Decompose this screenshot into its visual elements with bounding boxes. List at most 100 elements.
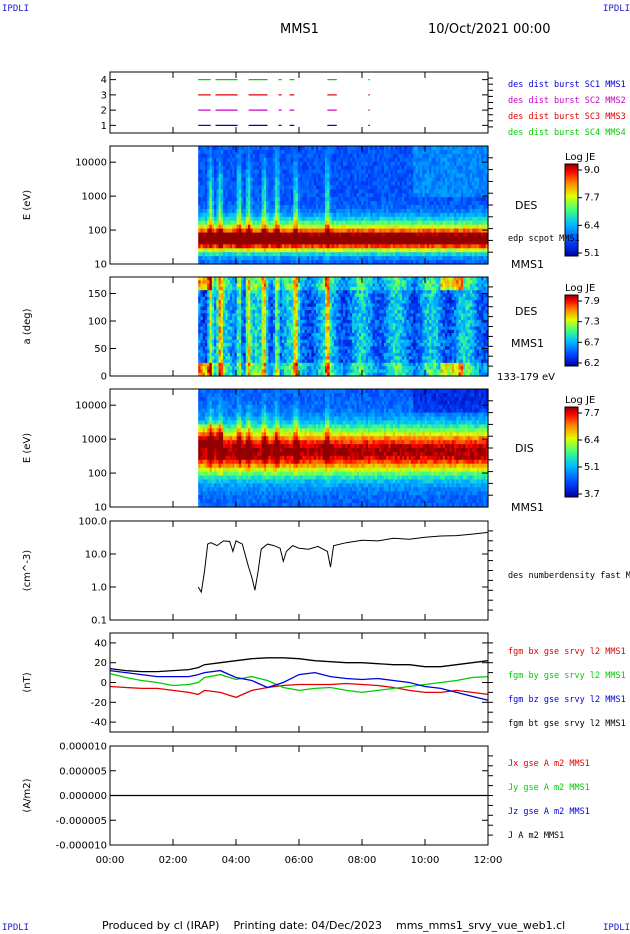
des_energy-heat-cell <box>304 201 308 206</box>
des_energy-heat-cell <box>358 173 362 179</box>
des_pitch-heat-cell <box>281 280 285 285</box>
des_energy-heat-cell <box>245 260 249 265</box>
des_energy-heat-cell <box>415 248 419 253</box>
des_energy-heat-cell <box>392 236 396 241</box>
des_energy-heat-cell <box>422 224 426 230</box>
des_energy-heat-cell <box>460 260 464 265</box>
des_energy-heat-cell <box>343 201 346 206</box>
des_pitch-heat-cell <box>238 352 242 357</box>
des_energy-heat-cell <box>411 208 414 214</box>
des_energy-heat-cell <box>483 157 487 163</box>
des_pitch-heat-cell <box>275 277 279 281</box>
des_energy-heat-cell <box>454 153 457 159</box>
des_energy-heat-cell <box>397 236 401 241</box>
des_energy-heat-cell <box>386 256 389 261</box>
des_energy-heat-cell <box>426 220 430 226</box>
des_energy-heat-cell <box>390 236 394 241</box>
des_energy-heat-cell <box>372 240 376 245</box>
des_energy-heat-cell <box>218 197 222 202</box>
des_energy-heat-cell <box>438 169 442 175</box>
des_pitch-heat-cell <box>209 336 213 341</box>
des_pitch-heat-cell <box>245 359 249 364</box>
des_pitch-heat-cell <box>243 293 247 298</box>
des_energy-heat-cell <box>257 205 260 210</box>
des_energy-heat-cell <box>478 244 482 249</box>
des_energy-heat-cell <box>320 224 324 230</box>
des_energy-heat-cell <box>472 220 476 226</box>
des_energy-heat-cell <box>207 161 211 167</box>
des_pitch-heat-cell <box>257 336 260 341</box>
des_energy-heat-cell <box>478 248 482 253</box>
des_energy-heat-cell <box>268 153 272 159</box>
des_energy-heat-cell <box>218 224 222 230</box>
des_energy-heat-cell <box>429 232 432 238</box>
des_energy-heat-cell <box>352 181 356 186</box>
des_energy-heat-cell <box>322 189 326 194</box>
des_pitch-heat-cell <box>257 286 260 291</box>
des_pitch-heat-cell <box>227 296 231 301</box>
des_energy-heat-cell <box>467 248 471 253</box>
des_energy-heat-cell <box>370 256 374 261</box>
des_energy-heat-cell <box>288 256 292 261</box>
des_energy-heat-cell <box>395 173 399 179</box>
des_energy-heat-cell <box>481 169 485 175</box>
des_pitch-heat-cell <box>245 290 249 295</box>
des_energy-heat-cell <box>207 244 211 249</box>
des_energy-heat-cell <box>458 173 462 179</box>
des_energy-heat-cell <box>236 232 240 238</box>
des_pitch-heat-cell <box>281 316 285 321</box>
des_energy-heat-cell <box>218 244 222 249</box>
des_energy-heat-cell <box>238 161 242 167</box>
des_energy-heat-cell <box>207 189 211 194</box>
des_energy-heat-cell <box>433 260 437 265</box>
des_pitch-heat-cell <box>279 293 283 298</box>
des_energy-heat-cell <box>435 197 439 202</box>
des_pitch-heat-cell <box>232 277 236 281</box>
des_energy-heat-cell <box>381 173 385 179</box>
des_energy-heat-cell <box>311 197 315 202</box>
des_energy-heat-cell <box>340 153 344 159</box>
des_pitch-heat-cell <box>211 366 215 370</box>
des_energy-heat-cell <box>293 169 297 175</box>
des_pitch-heat-cell <box>268 352 272 357</box>
des_energy-heat-cell <box>252 260 256 265</box>
des_energy-heat-cell <box>401 228 405 234</box>
des_energy-heat-cell <box>236 212 240 218</box>
des_energy-heat-cell <box>388 146 392 151</box>
des_energy-heat-cell <box>334 248 337 253</box>
des_pitch-heat-cell <box>275 346 279 351</box>
des_energy-heat-cell <box>257 189 260 194</box>
des_pitch-heat-cell <box>245 333 249 337</box>
des_energy-heat-cell <box>259 224 263 230</box>
des_energy-heat-cell <box>306 228 310 234</box>
des_energy-heat-cell <box>368 256 371 261</box>
des_energy-heat-cell <box>250 220 254 226</box>
des_pitch-heat-cell <box>209 346 213 351</box>
des_energy-heat-cell <box>358 189 362 194</box>
des_energy-heat-cell <box>293 201 297 206</box>
des_energy-heat-cell <box>306 193 310 198</box>
des_energy-heat-cell <box>254 208 258 214</box>
des_pitch-heat-cell <box>200 290 204 295</box>
des_energy-heat-cell <box>395 240 399 245</box>
des_energy-heat-cell <box>438 165 442 171</box>
des_energy-heat-cell <box>397 173 401 179</box>
des_energy-heat-cell <box>200 216 204 222</box>
des_energy-heat-cell <box>374 212 378 218</box>
des_energy-heat-cell <box>263 165 267 171</box>
des_energy-heat-cell <box>198 212 202 218</box>
des_energy-heat-cell <box>225 201 229 206</box>
des_energy-heat-cell <box>309 185 312 190</box>
des_energy-heat-cell <box>454 181 457 186</box>
des_energy-heat-cell <box>204 165 208 171</box>
des_energy-heat-cell <box>474 165 478 171</box>
des_energy-heat-cell <box>324 173 328 179</box>
des_energy-heat-cell <box>349 232 353 238</box>
des_energy-heat-cell <box>354 212 358 218</box>
des_energy-heat-cell <box>374 228 378 234</box>
des_pitch-heat-cell <box>216 346 220 351</box>
des_pitch-heat-cell <box>202 333 206 337</box>
des_energy-heat-cell <box>268 165 272 171</box>
des_energy-heat-cell <box>449 224 453 230</box>
des_energy-heat-cell <box>241 185 245 190</box>
